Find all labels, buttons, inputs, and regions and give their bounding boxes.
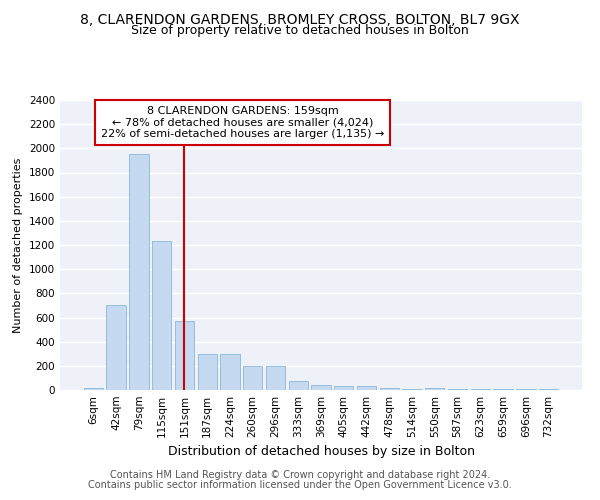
Y-axis label: Number of detached properties: Number of detached properties	[13, 158, 23, 332]
Bar	[311, 384, 331, 390]
Text: 8, CLARENDON GARDENS, BROMLEY CROSS, BOLTON, BL7 9GX: 8, CLARENDON GARDENS, BROMLEY CROSS, BOL…	[80, 12, 520, 26]
Bar	[539, 389, 558, 390]
Bar	[380, 388, 399, 390]
Bar	[197, 354, 217, 390]
X-axis label: Distribution of detached houses by size in Bolton: Distribution of detached houses by size …	[167, 446, 475, 458]
Bar	[129, 154, 149, 390]
Bar	[175, 321, 194, 390]
Bar	[220, 354, 239, 390]
Text: Contains public sector information licensed under the Open Government Licence v3: Contains public sector information licen…	[88, 480, 512, 490]
Text: 8 CLARENDON GARDENS: 159sqm
← 78% of detached houses are smaller (4,024)
22% of : 8 CLARENDON GARDENS: 159sqm ← 78% of det…	[101, 106, 385, 139]
Bar	[334, 386, 353, 390]
Bar	[425, 388, 445, 390]
Text: Size of property relative to detached houses in Bolton: Size of property relative to detached ho…	[131, 24, 469, 37]
Bar	[357, 386, 376, 390]
Bar	[152, 242, 172, 390]
Bar	[84, 388, 103, 390]
Bar	[243, 366, 262, 390]
Text: Contains HM Land Registry data © Crown copyright and database right 2024.: Contains HM Land Registry data © Crown c…	[110, 470, 490, 480]
Bar	[289, 381, 308, 390]
Bar	[266, 366, 285, 390]
Bar	[106, 306, 126, 390]
